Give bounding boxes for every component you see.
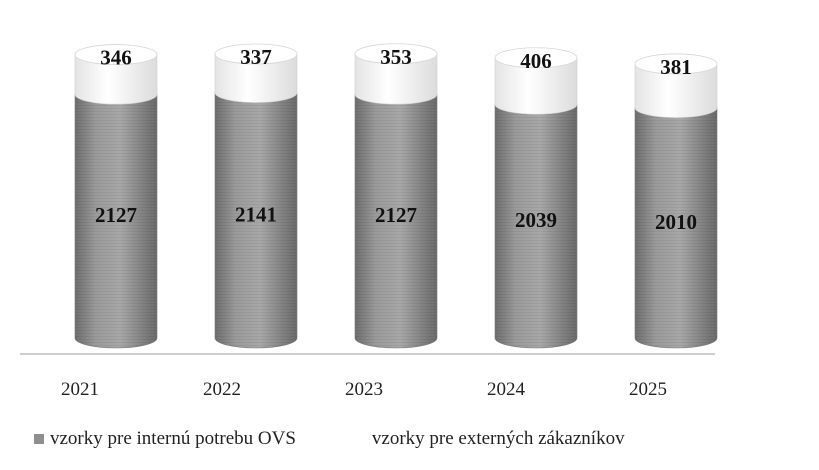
bar-internal-texture-2021: [75, 94, 157, 348]
bars: 2127 346 2141 337 2127 353 2039 406 2010 381: [74, 43, 718, 349]
x-tick-2023: 2023: [345, 379, 383, 400]
legend-swatch-external: [355, 434, 366, 444]
legend-swatch-internal: [34, 434, 44, 444]
data-label-internal-2023: 2127: [375, 203, 417, 227]
bar-external-2025: [634, 63, 718, 118]
bar-cap-2023: [354, 43, 438, 65]
data-label-external-2021: 346: [100, 46, 132, 70]
data-label-internal-2025: 2010: [655, 210, 697, 234]
data-label-external-2022: 337: [240, 45, 272, 69]
bar-external-2023: [354, 53, 438, 105]
x-tick-2025: 2025: [629, 379, 667, 400]
data-label-external-2024: 406: [520, 49, 552, 73]
x-tick-2022: 2022: [203, 379, 241, 400]
legend-label-internal: vzorky pre internú potrebu OVS: [50, 428, 296, 449]
bar-cap-2021: [74, 44, 158, 65]
x-tick-labels: 2021 2022 2023 2024 2025: [61, 379, 667, 400]
data-label-external-2025: 381: [660, 55, 692, 79]
bar-cap-2025: [634, 53, 718, 75]
bar-cap-2022: [214, 43, 298, 65]
data-label-external-2023: 353: [380, 45, 412, 69]
x-tick-2021: 2021: [61, 379, 99, 400]
legend-label-external: vzorky pre externých zákazníkov: [371, 428, 625, 449]
bar-cap-2024: [494, 47, 578, 69]
bar-external-2021: [74, 54, 158, 105]
bar-internal-texture-2023: [354, 94, 437, 348]
bar-internal-texture-2024: [495, 104, 577, 349]
legend: vzorky pre internú potrebu OVS vzorky pr…: [34, 428, 625, 450]
bar-internal-texture-2022: [215, 92, 297, 348]
data-label-internal-2021: 2127: [95, 203, 137, 227]
legend-item-internal: vzorky pre internú potrebu OVS: [34, 428, 296, 450]
bar-external-2024: [494, 57, 578, 115]
data-label-internal-2024: 2039: [515, 208, 557, 232]
legend-item-external: vzorky pre externých zákazníkov: [355, 428, 625, 450]
bar-external-2022: [214, 53, 298, 103]
x-tick-2024: 2024: [487, 379, 526, 400]
bar-internal-texture-2025: [635, 107, 717, 348]
data-label-internal-2022: 2141: [235, 202, 277, 226]
